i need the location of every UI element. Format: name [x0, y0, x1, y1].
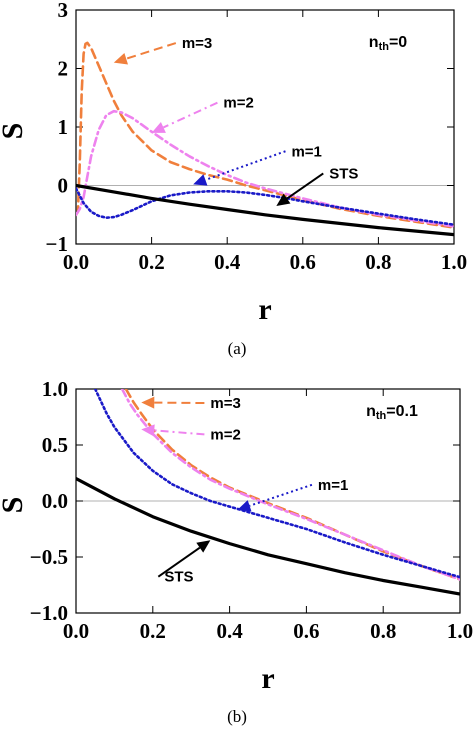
y-tick-label: −0.5	[30, 545, 68, 569]
x-axis-label: r	[261, 662, 274, 695]
x-tick-label: 0.2	[140, 619, 166, 643]
x-tick-label: 0.0	[63, 619, 89, 643]
series-line-sts	[76, 477, 460, 596]
annotation-arrow-head	[141, 396, 155, 409]
annotation-label: m=3	[182, 35, 212, 52]
x-axis-label: r	[258, 293, 271, 326]
y-tick-label: 2	[58, 57, 69, 81]
x-tick-label: 0.4	[214, 250, 241, 274]
nth-label: nth=0	[369, 34, 408, 53]
series-line-m-2	[120, 389, 460, 581]
y-tick-label: −1.0	[30, 601, 68, 625]
annotation-arrow-head	[151, 121, 166, 133]
y-tick-label: 0.5	[42, 433, 68, 457]
annotation-label: STS	[164, 569, 193, 586]
chart-panel-2: 0.0 0.2 0.4 0.6 0.8 1.0 −1.0 −0.5 0.0 0.5 1.0 r Sm=3…	[0, 377, 473, 726]
annotation-arrow-line	[286, 172, 324, 200]
annotation-label: STS	[329, 165, 358, 182]
x-tick-label: 0.6	[290, 250, 316, 274]
annotation-label: m=3	[210, 395, 240, 412]
series-line-m-2	[76, 109, 454, 228]
series-group	[76, 389, 460, 596]
annotation-arrow-head	[237, 500, 252, 512]
annotation-arrow-line	[154, 429, 205, 436]
y-axis-label: S	[0, 123, 29, 140]
x-tick-label: 0.6	[293, 619, 319, 643]
x-tick-label: 0.2	[138, 250, 164, 274]
annotation-label: m=1	[291, 143, 321, 160]
annotation-arrow-head	[113, 53, 129, 65]
y-tick-label: −1	[46, 232, 68, 256]
chart-panel-1: 0.0 0.2 0.4 0.6 0.8 1.0 −1 0 1 2 3 r Sm=3 m=2 m=1 STS nt…	[0, 0, 467, 358]
series-group	[76, 41, 454, 237]
annotation-arrow-head	[276, 193, 291, 206]
x-tick-label: 0.8	[365, 250, 391, 274]
y-axis-label: S	[0, 497, 29, 514]
y-tick-label: 0	[58, 174, 69, 198]
y-tick-label: 0.0	[42, 489, 68, 513]
series-line-m-1	[76, 187, 454, 226]
series-line-sts	[76, 183, 454, 237]
annotation-arrow-line	[125, 42, 177, 60]
annotation-arrow-head	[193, 174, 208, 186]
x-tick-label: 1.0	[441, 250, 467, 274]
annotation-label: m=2	[223, 95, 253, 112]
nth-label: nth=0.1	[366, 403, 418, 422]
annotation-arrow-line	[249, 483, 313, 507]
panel-caption: (a)	[228, 339, 247, 358]
annotation-arrow-head	[196, 540, 211, 553]
annotation-arrow-line	[163, 101, 218, 129]
y-tick-label: 3	[58, 0, 69, 22]
annotation-arrow-line	[157, 546, 201, 578]
x-tick-label: 0.8	[370, 619, 396, 643]
annotation-arrow-line	[205, 150, 286, 181]
x-tick-label: 0.4	[216, 619, 243, 643]
y-tick-label: 1.0	[42, 377, 68, 401]
series-line-m-1	[93, 389, 460, 579]
annotation-label: m=2	[210, 426, 240, 443]
annotation-arrow-head	[141, 424, 155, 437]
panel-caption: (b)	[227, 707, 247, 726]
x-tick-label: 0.0	[63, 250, 89, 274]
x-tick-label: 1.0	[447, 619, 473, 643]
y-tick-label: 1	[58, 115, 69, 139]
annotation-label: m=1	[318, 477, 348, 494]
series-line-m-3	[76, 41, 454, 229]
